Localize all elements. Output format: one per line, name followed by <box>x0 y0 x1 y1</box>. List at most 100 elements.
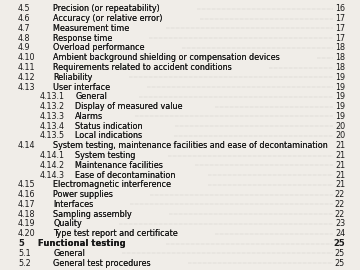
Text: 20: 20 <box>335 131 345 140</box>
Text: 16: 16 <box>335 4 345 14</box>
Text: Measurement time: Measurement time <box>53 24 129 33</box>
Text: Requirements related to accident conditions: Requirements related to accident conditi… <box>53 63 232 72</box>
Text: 4.14.1: 4.14.1 <box>40 151 65 160</box>
Text: Quality: Quality <box>53 220 82 228</box>
Text: Ambient background shielding or compensation devices: Ambient background shielding or compensa… <box>53 53 280 62</box>
Text: Ambient background shielding or compensation devices: Ambient background shielding or compensa… <box>53 53 280 62</box>
Text: Functional testing: Functional testing <box>38 239 126 248</box>
Text: Accuracy (or relative error): Accuracy (or relative error) <box>53 14 162 23</box>
Text: 4.16: 4.16 <box>18 190 36 199</box>
Text: User interface: User interface <box>53 83 110 92</box>
Text: 4.9: 4.9 <box>18 43 31 52</box>
Text: 19: 19 <box>335 83 345 92</box>
Text: 4.8: 4.8 <box>18 34 31 43</box>
Text: Power supplies: Power supplies <box>53 190 113 199</box>
Text: Measurement time: Measurement time <box>53 24 129 33</box>
Text: Type test report and certificate: Type test report and certificate <box>53 229 178 238</box>
Text: 5.1: 5.1 <box>18 249 31 258</box>
Text: 21: 21 <box>335 151 345 160</box>
Text: 23: 23 <box>335 220 345 228</box>
Text: 5.2: 5.2 <box>18 259 31 268</box>
Text: Ease of decontamination: Ease of decontamination <box>75 171 175 180</box>
Text: 19: 19 <box>335 73 345 82</box>
Text: General: General <box>53 249 85 258</box>
Text: 4.12: 4.12 <box>18 73 36 82</box>
Text: Accuracy (or relative error): Accuracy (or relative error) <box>53 14 162 23</box>
Text: Local indications: Local indications <box>75 131 142 140</box>
Text: 17: 17 <box>335 14 345 23</box>
Text: 4.17: 4.17 <box>18 200 36 209</box>
Text: Power supplies: Power supplies <box>53 190 113 199</box>
Text: 21: 21 <box>335 141 345 150</box>
Text: Interfaces: Interfaces <box>53 200 93 209</box>
Text: 4.6: 4.6 <box>18 14 31 23</box>
Text: General: General <box>75 92 107 102</box>
Text: 22: 22 <box>335 210 345 219</box>
Text: Ease of decontamination: Ease of decontamination <box>75 171 175 180</box>
Text: General test procedures: General test procedures <box>53 259 150 268</box>
Text: 4.19: 4.19 <box>18 220 36 228</box>
Text: Display of measured value: Display of measured value <box>75 102 183 111</box>
Text: 25: 25 <box>335 249 345 258</box>
Text: System testing, maintenance facilities and ease of decontamination: System testing, maintenance facilities a… <box>53 141 328 150</box>
Text: Overload performance: Overload performance <box>53 43 144 52</box>
Text: 4.18: 4.18 <box>18 210 36 219</box>
Text: Reliability: Reliability <box>53 73 93 82</box>
Text: Sampling assembly: Sampling assembly <box>53 210 132 219</box>
Text: 4.13.3: 4.13.3 <box>40 112 65 121</box>
Text: 4.14: 4.14 <box>18 141 36 150</box>
Text: Alarms: Alarms <box>75 112 103 121</box>
Text: Electromagnetic interference: Electromagnetic interference <box>53 180 171 189</box>
Text: 21: 21 <box>335 171 345 180</box>
Text: Overload performance: Overload performance <box>53 43 144 52</box>
Text: System testing, maintenance facilities and ease of decontamination: System testing, maintenance facilities a… <box>53 141 328 150</box>
Text: Status indication: Status indication <box>75 122 143 131</box>
Text: System testing: System testing <box>75 151 135 160</box>
Text: Type test report and certificate: Type test report and certificate <box>53 229 178 238</box>
Text: 24: 24 <box>335 229 345 238</box>
Text: 17: 17 <box>335 24 345 33</box>
Text: 4.14.3: 4.14.3 <box>40 171 65 180</box>
Text: General: General <box>75 92 107 102</box>
Text: 25: 25 <box>333 239 345 248</box>
Text: 4.13.5: 4.13.5 <box>40 131 65 140</box>
Text: 4.7: 4.7 <box>18 24 31 33</box>
Text: 19: 19 <box>335 112 345 121</box>
Text: 4.13.4: 4.13.4 <box>40 122 65 131</box>
Text: 5: 5 <box>18 239 24 248</box>
Text: Precision (or repeatability): Precision (or repeatability) <box>53 4 160 14</box>
Text: Local indications: Local indications <box>75 131 142 140</box>
Text: Electromagnetic interference: Electromagnetic interference <box>53 180 171 189</box>
Text: 19: 19 <box>335 92 345 102</box>
Text: Maintenance facilities: Maintenance facilities <box>75 161 163 170</box>
Text: 22: 22 <box>335 190 345 199</box>
Text: 4.13.1: 4.13.1 <box>40 92 65 102</box>
Text: 18: 18 <box>335 43 345 52</box>
Text: 25: 25 <box>335 259 345 268</box>
Text: 4.13.2: 4.13.2 <box>40 102 65 111</box>
Text: 4.14.2: 4.14.2 <box>40 161 65 170</box>
Text: Interfaces: Interfaces <box>53 200 93 209</box>
Text: 21: 21 <box>335 161 345 170</box>
Text: Status indication: Status indication <box>75 122 143 131</box>
Text: Precision (or repeatability): Precision (or repeatability) <box>53 4 160 14</box>
Text: 21: 21 <box>335 180 345 189</box>
Text: Reliability: Reliability <box>53 73 93 82</box>
Text: Sampling assembly: Sampling assembly <box>53 210 132 219</box>
Text: System testing: System testing <box>75 151 135 160</box>
Text: 4.10: 4.10 <box>18 53 36 62</box>
Text: 20: 20 <box>335 122 345 131</box>
Text: Alarms: Alarms <box>75 112 103 121</box>
Text: 19: 19 <box>335 102 345 111</box>
Text: 4.20: 4.20 <box>18 229 36 238</box>
Text: Maintenance facilities: Maintenance facilities <box>75 161 163 170</box>
Text: Functional testing: Functional testing <box>38 239 126 248</box>
Text: General: General <box>53 249 85 258</box>
Text: Response time: Response time <box>53 34 112 43</box>
Text: 22: 22 <box>335 200 345 209</box>
Text: User interface: User interface <box>53 83 110 92</box>
Text: 4.11: 4.11 <box>18 63 36 72</box>
Text: 17: 17 <box>335 34 345 43</box>
Text: 4.13: 4.13 <box>18 83 36 92</box>
Text: General test procedures: General test procedures <box>53 259 150 268</box>
